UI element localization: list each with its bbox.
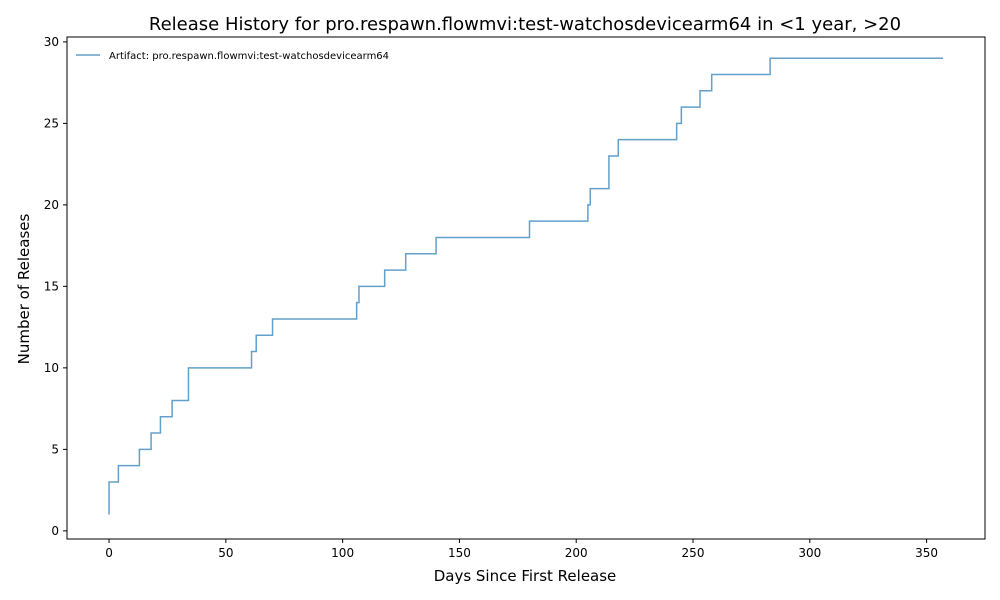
x-tick-label: 150 [448,546,471,560]
legend: Artifact: pro.respawn.flowmvi:test-watch… [76,51,389,62]
y-tick-label: 10 [44,361,59,375]
x-tick-label: 250 [682,546,705,560]
y-tick-label: 0 [51,524,59,538]
series-line-0 [108,57,943,515]
x-axis-title: Days Since First Release [434,567,617,585]
y-tick-label: 25 [44,116,59,130]
y-axis-title: Number of Releases [15,213,33,364]
x-tick-label: 300 [798,546,821,560]
y-tick-label: 5 [51,442,59,456]
y-tick-label: 20 [44,198,59,212]
y-axis-ticks: 0 5 10 15 20 25 30 [44,35,67,538]
x-tick-label: 100 [331,546,354,560]
x-axis-ticks: 0 50 100 150 200 250 300 350 [105,539,938,560]
x-tick-label: 50 [218,546,233,560]
x-tick-label: 350 [915,546,938,560]
chart-title: Release History for pro.respawn.flowmvi:… [149,14,901,35]
y-tick-label: 30 [44,35,59,49]
plot-series-group [108,57,943,515]
x-tick-label: 0 [105,546,113,560]
axes-frame [66,36,986,540]
y-tick-label: 15 [44,279,59,293]
legend-label: Artifact: pro.respawn.flowmvi:test-watch… [109,51,389,62]
x-tick-label: 200 [565,546,588,560]
